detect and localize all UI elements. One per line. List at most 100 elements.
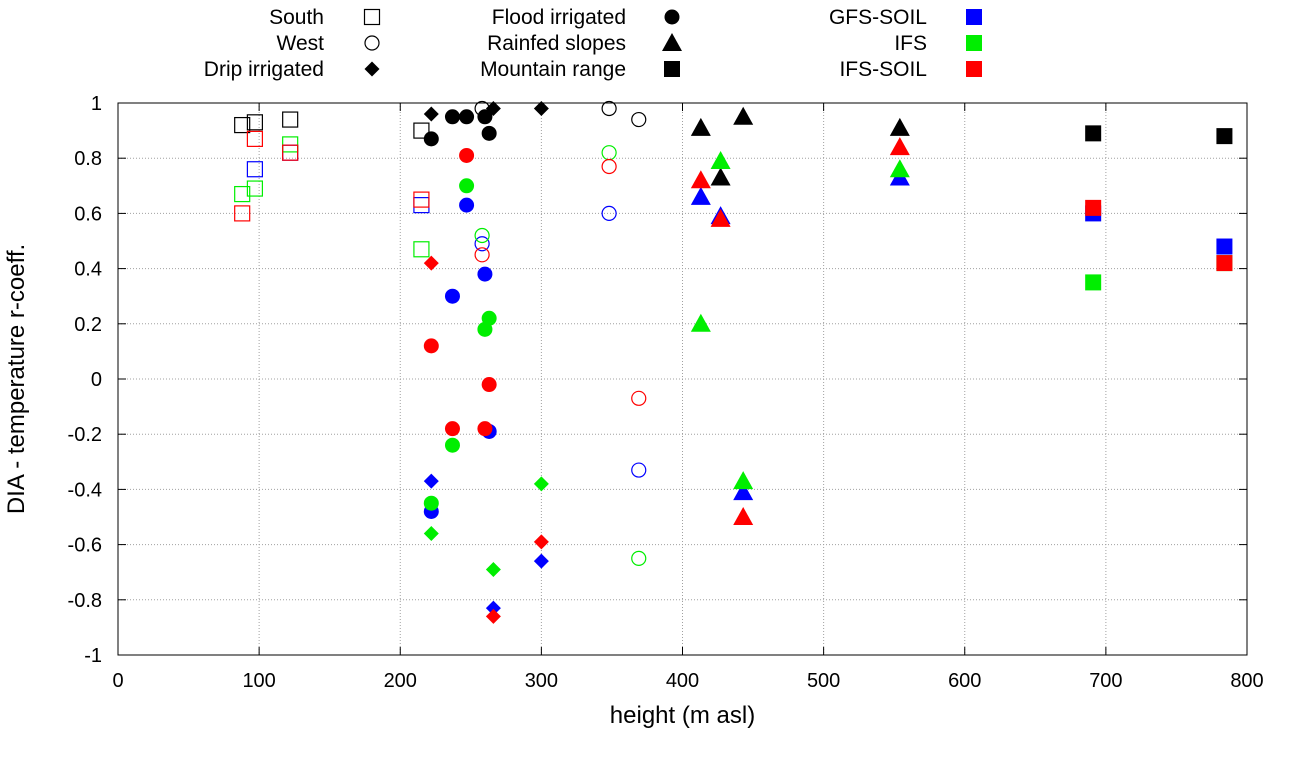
data-point-triangle-filled-ifssoil (690, 170, 711, 189)
data-point-diamond-filled-gfs (423, 473, 439, 489)
legend-label: Mountain range (480, 58, 626, 81)
legend-marker-square (363, 8, 381, 26)
x-tick-label: 0 (112, 670, 123, 692)
data-point-square-open-obs (282, 111, 299, 128)
x-tick-label: 100 (242, 670, 275, 692)
data-point-circle-filled-ifssoil (459, 147, 475, 163)
data-points (234, 100, 1233, 624)
data-point-circle-filled-obs (477, 109, 493, 125)
legend-swatch (966, 9, 982, 25)
data-point-square-open-ifssoil (413, 191, 430, 208)
data-point-square-open-ifs (413, 241, 430, 258)
data-point-circle-filled-ifssoil (477, 421, 493, 437)
data-point-circle-open-obs (601, 100, 617, 117)
data-point-square-open-ifs (246, 180, 263, 197)
data-point-triangle-filled-ifssoil (733, 507, 754, 525)
data-point-triangle-filled-ifs (710, 150, 731, 169)
data-point-circle-filled-ifs (459, 178, 475, 194)
x-tick-label: 300 (525, 670, 558, 692)
data-point-triangle-filled-obs (889, 117, 910, 136)
data-point-circle-filled-ifssoil (481, 377, 497, 393)
data-point-circle-open-ifs (631, 550, 647, 567)
data-point-square-filled-ifs (1085, 274, 1102, 291)
data-point-circle-open-ifssoil (474, 247, 490, 263)
data-point-square-open-ifssoil (246, 130, 263, 147)
legend-label: Drip irrigated (204, 58, 324, 81)
y-tick-label: 0.4 (74, 259, 102, 281)
data-point-triangle-filled-obs (710, 167, 731, 186)
data-point-circle-filled-gfs (477, 266, 493, 282)
grid-lines (118, 103, 1247, 655)
data-point-triangle-filled-gfs (690, 186, 711, 205)
data-point-circle-open-obs (631, 111, 647, 128)
legend-label: Flood irrigated (492, 6, 626, 29)
y-tick-label: -0.2 (68, 424, 102, 446)
data-point-circle-filled-gfs (444, 288, 460, 304)
y-tick-label: -0.4 (68, 479, 102, 501)
data-point-circle-filled-obs (423, 131, 439, 147)
legend-marker-diamond (364, 61, 380, 77)
legend-label: GFS-SOIL (829, 6, 927, 29)
data-point-circle-open-ifssoil (631, 390, 647, 406)
y-axis-label: DIA - temperature r-coeff. (3, 244, 30, 514)
y-tick-label: -0.6 (68, 535, 102, 557)
y-tick-label: 1 (91, 93, 102, 115)
data-point-square-filled-ifssoil (1085, 199, 1102, 216)
data-point-square-open-obs (413, 122, 430, 139)
data-point-circle-filled-gfs (459, 197, 475, 213)
y-tick-label: 0.8 (74, 148, 102, 170)
data-point-circle-open-gfs (474, 236, 490, 252)
x-tick-label: 700 (1089, 670, 1122, 692)
x-axis-label: height (m asl) (610, 702, 755, 729)
data-point-triangle-filled-obs (690, 117, 711, 136)
data-point-diamond-filled-ifssoil (533, 534, 549, 550)
x-tick-label: 200 (384, 670, 417, 692)
data-point-square-filled-ifssoil (1216, 255, 1233, 272)
data-point-triangle-filled-gfs (733, 482, 754, 501)
data-point-diamond-filled-ifs (423, 526, 439, 542)
legend-marker-square (664, 61, 680, 77)
data-point-square-open-ifssoil (234, 205, 251, 222)
axis-ticks: 0 100 200 300 400 500 600 700 80010.80.60.40.20-… (68, 93, 1264, 692)
data-point-circle-filled-ifssoil (444, 421, 460, 437)
legend-swatch (966, 61, 982, 77)
data-point-diamond-filled-ifs (485, 561, 501, 577)
legend-label: IFS (894, 32, 927, 55)
data-point-circle-filled-obs (459, 109, 475, 125)
data-point-square-open-obs (234, 116, 251, 134)
data-point-diamond-filled-ifs (533, 476, 549, 492)
data-point-circle-filled-obs (481, 125, 497, 141)
data-point-circle-filled-ifs (444, 437, 460, 453)
data-point-triangle-filled-ifs (889, 159, 910, 178)
x-tick-label: 600 (948, 670, 981, 692)
data-point-square-open-gfs (246, 161, 263, 178)
data-point-square-open-ifs (282, 136, 299, 153)
y-tick-label: 0.2 (74, 314, 102, 336)
legend: South West Drip irrigated Flood irrigated Ra… (204, 6, 982, 81)
legend-marker-circle (364, 35, 380, 51)
data-point-square-open-obs (246, 114, 263, 131)
legend-label: Rainfed slopes (487, 32, 626, 55)
y-tick-label: 0.6 (74, 203, 102, 225)
data-point-square-open-ifs (234, 185, 251, 203)
data-point-circle-open-ifs (474, 227, 490, 244)
data-point-diamond-filled-ifssoil (485, 608, 501, 624)
data-point-circle-open-gfs (601, 205, 617, 221)
legend-label: IFS-SOIL (839, 58, 927, 81)
legend-marker-circle (664, 9, 680, 25)
plot-frame (117, 102, 1248, 656)
data-point-diamond-filled-gfs (485, 600, 501, 616)
legend-label: South (269, 6, 324, 29)
data-point-diamond-filled-gfs (533, 553, 549, 569)
data-point-triangle-filled-ifssoil (710, 208, 731, 227)
data-point-diamond-filled-obs (423, 106, 439, 122)
data-point-triangle-filled-ifs (690, 313, 711, 332)
data-point-triangle-filled-ifssoil (889, 137, 910, 156)
data-point-square-open-ifssoil (282, 144, 299, 161)
legend-marker-triangle (662, 33, 682, 51)
y-tick-label: 0 (91, 369, 102, 391)
data-point-circle-filled-ifs (423, 495, 439, 511)
legend-label: West (277, 32, 325, 55)
data-point-triangle-filled-obs (733, 106, 754, 125)
